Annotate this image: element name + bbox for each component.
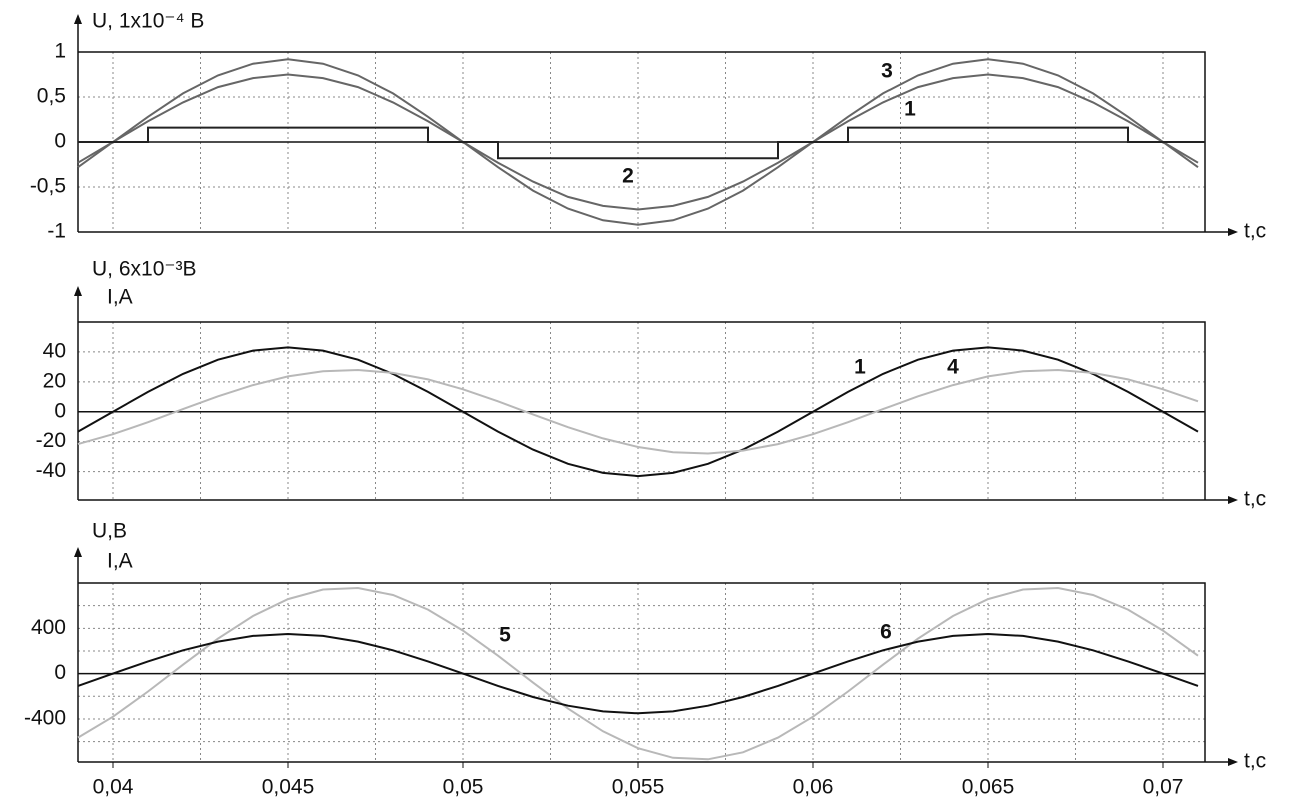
y-tick-label: -40 [36,459,66,482]
series-label: 3 [881,60,893,83]
plot-frame [78,582,1206,762]
y-arrow [74,286,82,296]
series-line [77,586,1199,761]
series-label: 6 [880,621,892,644]
x-axis-label: t,c [1244,750,1266,773]
y-arrow [74,547,82,557]
series-line [78,126,1205,160]
y-tick-label: 40 [43,339,66,362]
x-tick-label: 0,045 [262,776,315,799]
plot-frame [78,51,1206,232]
x-axis-label: t,c [1244,220,1266,243]
y-axis-label: I,A [107,550,133,573]
x-axis-label: t,c [1244,488,1266,511]
y-tick-label: 400 [31,616,66,639]
series-label: 4 [947,356,959,379]
series-line [77,346,1199,478]
series-label: 2 [622,165,634,188]
x-tick-label: 0,06 [793,776,834,799]
y-tick-label: -0,5 [30,175,66,198]
x-tick-label: 0,04 [93,776,134,799]
y-tick-label: -20 [36,429,66,452]
series-label: 1 [854,356,866,379]
x-tick-label: 0,07 [1143,776,1184,799]
x-tick-label: 0,055 [612,776,665,799]
y-tick-label: 20 [43,369,66,392]
y-axis-label: U, 1x10⁻⁴ B [92,10,204,33]
series-line [77,58,1199,226]
series-label: 5 [499,624,511,647]
series-line [77,632,1199,715]
y-tick-label: 0 [54,661,66,684]
y-tick-label: -400 [24,706,66,729]
plot-frame [78,321,1206,500]
series-line [77,73,1199,211]
y-axis-label: U,B [92,520,127,543]
y-axis-label: U, 6x10⁻³B [92,258,196,281]
x-tick-label: 0,05 [443,776,484,799]
y-tick-label: 1 [54,40,66,63]
y-arrow [74,14,82,24]
y-tick-label: 0,5 [37,85,66,108]
series-label: 1 [904,98,916,121]
y-tick-label: -1 [47,220,66,243]
x-arrow [1228,758,1238,766]
y-tick-label: 0 [54,399,66,422]
y-tick-label: 0 [54,130,66,153]
x-arrow [1228,496,1238,504]
y-axis-label: I,A [107,286,133,309]
series-line [77,368,1199,455]
x-tick-label: 0,065 [962,776,1015,799]
x-arrow [1228,228,1238,236]
